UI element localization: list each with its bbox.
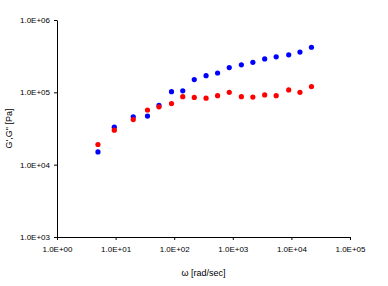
- point: [250, 60, 255, 65]
- point: [215, 70, 220, 75]
- tick-label: 1.0E+03: [20, 233, 51, 242]
- point: [262, 92, 267, 97]
- x-axis-line: [58, 237, 351, 238]
- tick-label: 1.0E+04: [277, 245, 308, 254]
- point: [95, 149, 100, 154]
- tick-mark: [291, 237, 292, 240]
- tick-mark: [54, 237, 57, 238]
- point: [274, 54, 279, 59]
- point: [286, 52, 291, 57]
- point: [274, 93, 279, 98]
- tick: 1.0E+05: [20, 88, 57, 97]
- series: [95, 84, 314, 147]
- points: [95, 45, 314, 155]
- point: [262, 56, 267, 61]
- tick-label: 1.0E+03: [218, 245, 249, 254]
- tick-mark: [174, 237, 175, 240]
- point: [192, 77, 197, 82]
- tick-label: 1.0E+06: [20, 16, 51, 25]
- point: [192, 95, 197, 100]
- point: [227, 65, 232, 70]
- x-axis: 1.0E+00 1.0E+01 1.0E+02 1.0E+03 1.0E+04 1.0E+…: [42, 237, 366, 254]
- tick: 1.0E+03: [20, 233, 57, 242]
- chart: 1.0E+001.0E+011.0E+021.0E+031.0E+041.0E+…: [0, 0, 388, 286]
- tick-label: 1.0E+00: [42, 245, 73, 254]
- tick-mark: [350, 237, 351, 240]
- tick: 1.0E+04: [277, 237, 308, 254]
- point: [239, 94, 244, 99]
- point: [145, 107, 150, 112]
- point: [156, 104, 161, 109]
- tick: 1.0E+05: [335, 237, 366, 254]
- tick: 1.0E+03: [218, 237, 249, 254]
- point: [297, 49, 302, 54]
- point: [95, 142, 100, 147]
- point: [169, 89, 174, 94]
- point: [112, 128, 117, 133]
- point: [227, 90, 232, 95]
- point: [215, 93, 220, 98]
- tick: 1.0E+01: [101, 237, 132, 254]
- point: [203, 73, 208, 78]
- tick-label: 1.0E+05: [20, 88, 51, 97]
- point: [131, 117, 136, 122]
- y-axis-title: G',G'' [Pa]: [4, 108, 14, 148]
- point: [286, 87, 291, 92]
- y-axis-line: [57, 21, 58, 238]
- tick-label: 1.0E+04: [20, 161, 51, 170]
- tick: 1.0E+06: [20, 16, 57, 25]
- tick: 1.0E+02: [160, 237, 191, 254]
- point: [239, 62, 244, 67]
- point: [203, 96, 208, 101]
- tick: 1.0E+04: [20, 161, 57, 170]
- y-axis: 1.0E+03 1.0E+04 1.0E+05 1.0E+06: [20, 16, 58, 242]
- point: [309, 84, 314, 89]
- point: [309, 45, 314, 50]
- tick-mark: [233, 237, 234, 240]
- point: [180, 94, 185, 99]
- tick-mark: [116, 237, 117, 240]
- point: [180, 88, 185, 93]
- tick-mark: [54, 165, 57, 166]
- tick-label: 1.0E+01: [101, 245, 132, 254]
- point: [250, 94, 255, 99]
- tick-mark: [54, 92, 57, 93]
- point: [297, 90, 302, 95]
- series: [95, 45, 314, 155]
- point: [169, 101, 174, 106]
- tick-label: 1.0E+05: [335, 245, 366, 254]
- tick-label: 1.0E+02: [160, 245, 191, 254]
- plot: 1.0E+001.0E+011.0E+021.0E+031.0E+041.0E+…: [20, 16, 366, 254]
- tick-mark: [54, 20, 57, 21]
- x-axis-title: ω [rad/sec]: [181, 268, 225, 278]
- point: [145, 113, 150, 118]
